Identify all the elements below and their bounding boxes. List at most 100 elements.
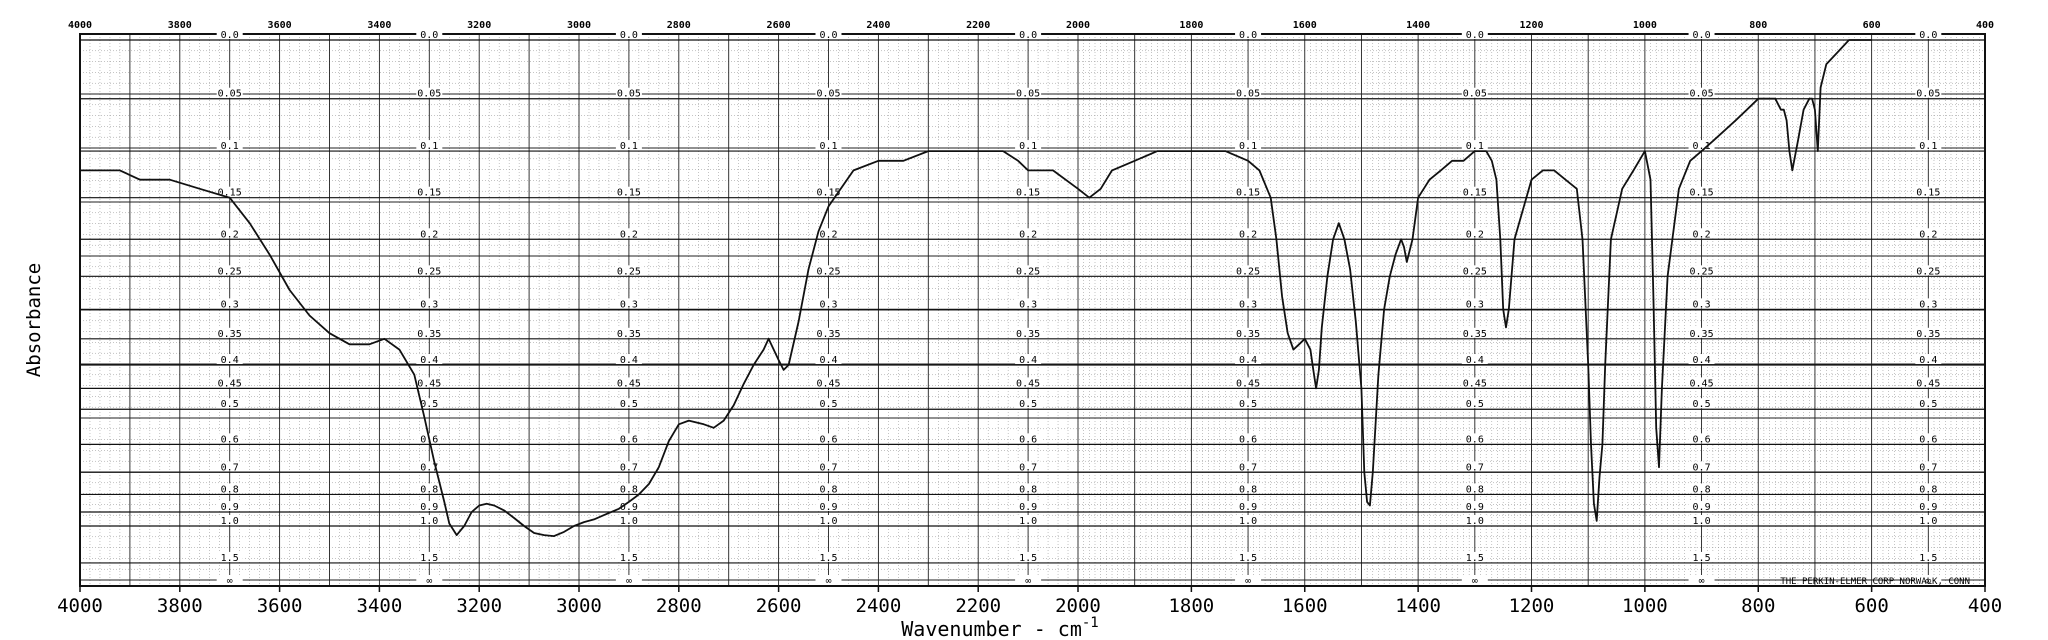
absorbance-label: 0.8	[1466, 484, 1484, 495]
absorbance-label: 0.05	[1236, 89, 1260, 100]
absorbance-label: 0.5	[620, 399, 638, 410]
bottom-tick-label: 3200	[456, 595, 502, 617]
absorbance-label-bg	[615, 140, 642, 151]
absorbance-label-bg	[1688, 377, 1715, 388]
absorbance-label-bg	[1915, 398, 1942, 409]
absorbance-label: 0.4	[1466, 355, 1484, 366]
bottom-tick-label: 2600	[756, 595, 802, 617]
absorbance-label: 0.45	[1463, 378, 1487, 389]
absorbance-label: 1.0	[1019, 516, 1037, 527]
absorbance-label: 0.5	[1466, 399, 1484, 410]
absorbance-label-bg	[1015, 483, 1042, 494]
absorbance-label: 0.9	[620, 502, 638, 513]
absorbance-label: 0.25	[617, 266, 641, 277]
absorbance-label-bg	[1688, 298, 1715, 309]
absorbance-label: 0.7	[1466, 462, 1484, 473]
absorbance-label: 0.35	[1916, 329, 1940, 340]
absorbance-label: 0.0	[1239, 30, 1257, 41]
absorbance-label: 0.4	[221, 355, 239, 366]
absorbance-label: 1.0	[1693, 516, 1711, 527]
absorbance-label-bg	[1915, 575, 1942, 585]
absorbance-label-bg	[1015, 298, 1042, 309]
top-tick-label: 2400	[866, 20, 890, 31]
absorbance-label-bg	[1015, 327, 1042, 338]
absorbance-label-bg	[1688, 515, 1715, 525]
absorbance-label-bg	[1461, 87, 1488, 98]
x-axis-label-exponent: -1	[1082, 615, 1099, 631]
absorbance-label: 0.0	[1019, 30, 1037, 41]
absorbance-label: 1.5	[1466, 553, 1484, 564]
absorbance-label-bg	[615, 186, 642, 197]
absorbance-label-bg	[416, 377, 443, 388]
absorbance-label-bg	[615, 515, 642, 525]
absorbance-label: 0.9	[819, 502, 837, 513]
bottom-tick-label: 4000	[57, 595, 103, 617]
absorbance-label: 0.05	[1690, 89, 1714, 100]
top-tick-label: 1400	[1406, 20, 1430, 31]
absorbance-label-bg	[1235, 87, 1262, 98]
absorbance-label: 0.0	[620, 30, 638, 41]
absorbance-label: 1.0	[1466, 516, 1484, 527]
absorbance-label-bg	[1688, 575, 1715, 585]
absorbance-label-bg	[1461, 265, 1488, 276]
absorbance-label: 0.1	[620, 141, 638, 152]
absorbance-label: 0.8	[1919, 484, 1937, 495]
absorbance-label-bg	[815, 265, 842, 276]
absorbance-label: 0.5	[819, 399, 837, 410]
absorbance-label: 0.15	[1236, 188, 1260, 199]
absorbance-label: 1.5	[819, 553, 837, 564]
absorbance-label: 0.4	[1239, 355, 1257, 366]
absorbance-label-bg	[216, 186, 243, 197]
top-axis-ticks: 4000 3800 3600 3400 3200 3000 2800 2600 2400 2200…	[68, 20, 1994, 31]
absorbance-label-bg	[416, 29, 443, 39]
absorbance-label: 0.4	[1693, 355, 1711, 366]
absorbance-label: ∞	[626, 576, 632, 587]
absorbance-label-bg	[615, 87, 642, 98]
absorbance-label-bg	[1235, 515, 1262, 525]
absorbance-label: 0.2	[1693, 229, 1711, 240]
absorbance-label: 0.35	[218, 329, 242, 340]
absorbance-label-bg	[1915, 87, 1942, 98]
absorbance-label-bg	[815, 433, 842, 444]
absorbance-label-bg	[216, 501, 243, 512]
absorbance-label-bg	[1688, 354, 1715, 365]
absorbance-label: 0.35	[417, 329, 441, 340]
absorbance-label: 0.15	[1016, 188, 1040, 199]
absorbance-label-bg	[216, 461, 243, 472]
bottom-tick-label: 2400	[856, 595, 902, 617]
absorbance-label: 0.2	[819, 229, 837, 240]
absorbance-label: 0.1	[1466, 141, 1484, 152]
absorbance-label-bg	[1915, 186, 1942, 197]
absorbance-label: 0.2	[620, 229, 638, 240]
absorbance-label: 0.9	[1693, 502, 1711, 513]
absorbance-label-bg	[1688, 398, 1715, 409]
absorbance-label-bg	[1015, 575, 1042, 585]
absorbance-label-bg	[1015, 87, 1042, 98]
absorbance-label-bg	[1688, 186, 1715, 197]
absorbance-label-bg	[815, 327, 842, 338]
absorbance-label: 0.6	[1919, 434, 1937, 445]
absorbance-label: 0.3	[1466, 299, 1484, 310]
absorbance-label-bg	[216, 551, 243, 562]
absorbance-label: 1.0	[819, 516, 837, 527]
absorbance-label-bg	[1235, 575, 1262, 585]
absorbance-label-bg	[216, 87, 243, 98]
bottom-tick-label: 2000	[1055, 595, 1101, 617]
absorbance-label-bg	[416, 186, 443, 197]
absorbance-label: ∞	[1699, 576, 1705, 587]
absorbance-label: 0.4	[819, 355, 837, 366]
absorbance-label-bg	[416, 501, 443, 512]
absorbance-label-bg	[1015, 515, 1042, 525]
absorbance-label-bg	[1015, 29, 1042, 39]
absorbance-label: 0.9	[221, 502, 239, 513]
top-tick-label: 600	[1863, 20, 1881, 31]
bottom-tick-label: 3800	[157, 595, 203, 617]
absorbance-label-bg	[216, 29, 243, 39]
absorbance-label-bg	[815, 501, 842, 512]
absorbance-label: 0.7	[1019, 462, 1037, 473]
absorbance-label: 0.15	[1690, 188, 1714, 199]
absorbance-label-bg	[615, 377, 642, 388]
absorbance-label: ∞	[1245, 576, 1251, 587]
absorbance-label: 0.05	[1463, 89, 1487, 100]
top-tick-label: 3200	[467, 20, 491, 31]
